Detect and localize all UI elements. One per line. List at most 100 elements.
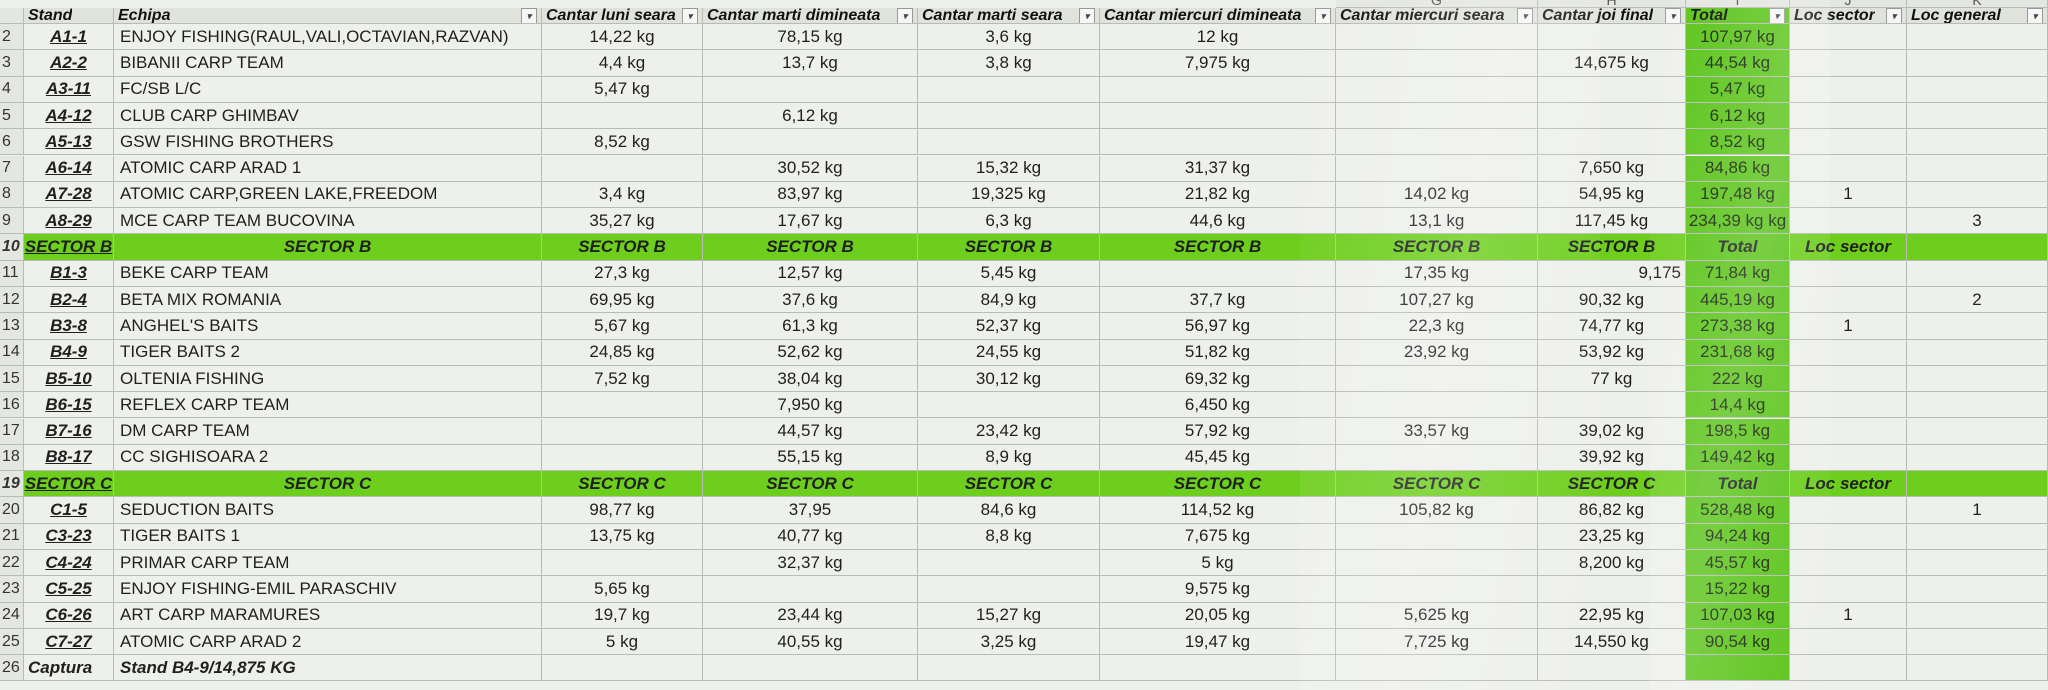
cell-joi[interactable] xyxy=(1538,392,1686,419)
total-cell[interactable]: 197,48 kg xyxy=(1686,181,1790,209)
cell-mi_se[interactable]: 33,57 kg xyxy=(1336,418,1538,445)
cell-mdim[interactable]: 40,55 kg xyxy=(703,628,918,656)
row-number[interactable]: 14 xyxy=(0,339,24,366)
cell-mse[interactable]: 15,32 kg xyxy=(918,155,1100,182)
cell-mdim[interactable]: 23,44 kg xyxy=(703,602,918,629)
row-number-1[interactable] xyxy=(0,8,24,24)
cell-luni[interactable]: 7,52 kg xyxy=(542,365,703,393)
row-number[interactable]: 18 xyxy=(0,444,24,472)
cell-joi[interactable]: 23,25 kg xyxy=(1538,523,1686,550)
column-header-joi_final[interactable]: Cantar joi final ▾ xyxy=(1538,8,1686,24)
total-cell[interactable]: 5,47 kg xyxy=(1686,76,1790,103)
cell-joi[interactable]: 14,550 kg xyxy=(1538,628,1686,656)
column-header-marti_seara[interactable]: Cantar marti seara ▾ xyxy=(918,8,1100,24)
stand-cell[interactable]: B3-8 xyxy=(24,313,114,340)
column-header-stand[interactable]: Stand xyxy=(24,8,114,24)
cell-loc_g[interactable] xyxy=(1907,576,2048,603)
total-cell[interactable]: 8,52 kg xyxy=(1686,129,1790,156)
cell-mse[interactable] xyxy=(918,102,1100,130)
cell-mi_dim[interactable]: 7,975 kg xyxy=(1100,50,1336,77)
team-name-cell[interactable]: BIBANII CARP TEAM xyxy=(114,50,542,77)
cell-mi_se[interactable] xyxy=(1336,392,1538,419)
cell-luni[interactable]: 69,95 kg xyxy=(542,287,703,314)
cell-mi_dim[interactable]: 56,97 kg xyxy=(1100,313,1336,340)
stand-cell[interactable]: B6-15 xyxy=(24,392,114,419)
team-name-cell[interactable]: MCE CARP TEAM BUCOVINA xyxy=(114,208,542,235)
cell-luni[interactable] xyxy=(542,155,703,182)
total-cell[interactable]: 45,57 kg xyxy=(1686,550,1790,577)
cell-mdim[interactable] xyxy=(703,655,918,682)
cell-mse[interactable]: SECTOR B xyxy=(918,234,1100,261)
row-number[interactable]: 7 xyxy=(0,155,24,182)
total-cell[interactable]: 90,54 kg xyxy=(1686,628,1790,656)
total-cell[interactable]: 528,48 kg xyxy=(1686,497,1790,524)
team-name-cell[interactable]: BEKE CARP TEAM xyxy=(114,260,542,287)
cell-mi_se[interactable] xyxy=(1336,102,1538,130)
cell-mdim[interactable]: SECTOR C xyxy=(703,471,918,498)
total-cell[interactable]: Total xyxy=(1686,471,1790,498)
total-cell[interactable]: 107,03 kg xyxy=(1686,602,1790,629)
total-cell[interactable]: 445,19 kg xyxy=(1686,287,1790,314)
cell-joi[interactable]: 9,175 xyxy=(1538,260,1686,287)
cell-mi_dim[interactable]: 31,37 kg xyxy=(1100,155,1336,182)
team-name-cell[interactable]: REFLEX CARP TEAM xyxy=(114,392,542,419)
stand-cell[interactable]: A2-2 xyxy=(24,50,114,77)
cell-mse[interactable]: 30,12 kg xyxy=(918,365,1100,393)
cell-loc_s[interactable] xyxy=(1790,444,1907,472)
cell-mdim[interactable] xyxy=(703,129,918,156)
cell-mi_se[interactable] xyxy=(1336,24,1538,51)
cell-mi_dim[interactable]: 21,82 kg xyxy=(1100,181,1336,209)
row-number[interactable]: 26 xyxy=(0,655,24,682)
cell-luni[interactable] xyxy=(542,418,703,445)
row-number[interactable]: 22 xyxy=(0,550,24,577)
cell-loc_s[interactable] xyxy=(1790,129,1907,156)
cell-luni[interactable]: 5,65 kg xyxy=(542,576,703,603)
cell-luni[interactable]: 5,47 kg xyxy=(542,76,703,103)
cell-mi_se[interactable]: 7,725 kg xyxy=(1336,628,1538,656)
cell-mi_se[interactable] xyxy=(1336,550,1538,577)
column-letter-h[interactable]: H xyxy=(1538,0,1686,8)
cell-loc_g[interactable]: 3 xyxy=(1907,208,2048,235)
team-name-cell[interactable]: BETA MIX ROMANIA xyxy=(114,287,542,314)
cell-mdim[interactable]: 55,15 kg xyxy=(703,444,918,472)
cell-joi[interactable] xyxy=(1538,576,1686,603)
team-name-cell[interactable]: CC SIGHISOARA 2 xyxy=(114,444,542,472)
column-header-marti_dim[interactable]: Cantar marti dimineata ▾ xyxy=(703,8,918,24)
total-cell[interactable]: Total xyxy=(1686,234,1790,261)
cell-luni[interactable] xyxy=(542,444,703,472)
cell-mi_dim[interactable]: SECTOR C xyxy=(1100,471,1336,498)
cell-mse[interactable]: 84,9 kg xyxy=(918,287,1100,314)
cell-loc_g[interactable] xyxy=(1907,76,2048,103)
row-number[interactable]: 21 xyxy=(0,523,24,550)
cell-joi[interactable]: 54,95 kg xyxy=(1538,181,1686,209)
cell-joi[interactable]: 117,45 kg xyxy=(1538,208,1686,235)
total-cell[interactable]: 198,5 kg xyxy=(1686,418,1790,445)
cell-mi_se[interactable]: 105,82 kg xyxy=(1336,497,1538,524)
row-number[interactable]: 25 xyxy=(0,628,24,656)
cell-mdim[interactable]: 12,57 kg xyxy=(703,260,918,287)
cell-joi[interactable]: SECTOR B xyxy=(1538,234,1686,261)
total-cell[interactable]: 234,39 kg kg xyxy=(1686,208,1790,235)
team-name-cell[interactable]: ART CARP MARAMURES xyxy=(114,602,542,629)
cell-loc_g[interactable] xyxy=(1907,313,2048,340)
cell-loc_g[interactable] xyxy=(1907,260,2048,287)
dropdown-filter-icon[interactable]: ▾ xyxy=(1079,8,1095,23)
cell-mi_dim[interactable]: 5 kg xyxy=(1100,550,1336,577)
cell-joi[interactable]: 86,82 kg xyxy=(1538,497,1686,524)
cell-mse[interactable]: 23,42 kg xyxy=(918,418,1100,445)
cell-mdim[interactable]: 7,950 kg xyxy=(703,392,918,419)
cell-loc_g[interactable] xyxy=(1907,24,2048,51)
row-number[interactable]: 15 xyxy=(0,365,24,393)
cell-mdim[interactable]: 44,57 kg xyxy=(703,418,918,445)
team-name-cell[interactable]: DM CARP TEAM xyxy=(114,418,542,445)
team-name-cell[interactable]: TIGER BAITS 2 xyxy=(114,339,542,366)
cell-joi[interactable]: 77 kg xyxy=(1538,365,1686,393)
cell-mse[interactable]: 8,8 kg xyxy=(918,523,1100,550)
cell-luni[interactable] xyxy=(542,102,703,130)
cell-mse[interactable]: SECTOR C xyxy=(918,471,1100,498)
stand-cell[interactable]: B1-3 xyxy=(24,260,114,287)
total-cell[interactable] xyxy=(1686,655,1790,682)
cell-mi_se[interactable] xyxy=(1336,576,1538,603)
cell-mi_se[interactable]: 23,92 kg xyxy=(1336,339,1538,366)
cell-joi[interactable]: 53,92 kg xyxy=(1538,339,1686,366)
